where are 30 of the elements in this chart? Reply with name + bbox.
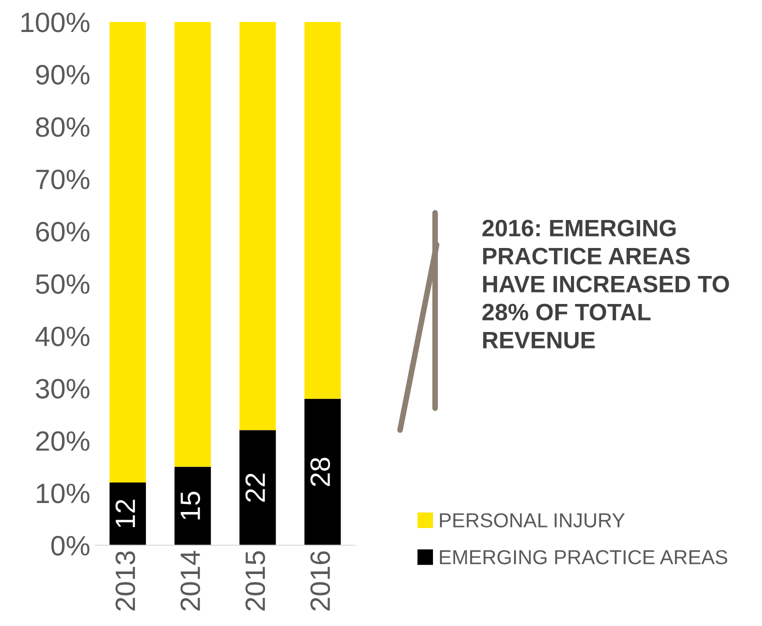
bar — [174, 466, 211, 546]
data-label: 15 — [180, 492, 200, 520]
bar — [110, 482, 146, 546]
bar — [304, 22, 341, 399]
bar — [304, 398, 341, 546]
legend-label: PERSONAL INJURY — [440, 513, 625, 528]
y-tick-label: 0% — [51, 536, 90, 556]
x-tick-label: 2015 — [245, 551, 266, 610]
y-tick-label: 30% — [36, 378, 90, 399]
y-tick-label: 100% — [21, 12, 90, 32]
data-label: 22 — [245, 474, 265, 502]
bar — [174, 22, 211, 467]
text: 2016: EMERGING PRACTICE AREAS HAVE INCREASED TO 28% OF TOTAL REVENUE — [482, 220, 730, 348]
y-tick-label: 90% — [36, 64, 90, 85]
y-tick-label: 60% — [36, 222, 90, 242]
y-tick-label: 10% — [36, 484, 90, 504]
data-label: 12 — [116, 500, 135, 528]
bar — [239, 22, 276, 430]
bar — [239, 430, 276, 546]
legend-label: EMERGING PRACTICE AREAS — [440, 550, 728, 564]
x-tick-label: 2014 — [180, 550, 200, 610]
y-tick-label: 80% — [36, 117, 90, 137]
x-tick-label: 2016 — [310, 551, 330, 610]
y-tick-label: 20% — [36, 431, 90, 451]
y-tick-label: 40% — [35, 326, 90, 346]
y-tick-label: 70% — [36, 170, 90, 190]
y-tick-label: 50% — [36, 274, 90, 294]
data-label: 28 — [310, 458, 330, 486]
bar — [110, 22, 146, 482]
x-tick-label: 2013 — [116, 551, 136, 610]
